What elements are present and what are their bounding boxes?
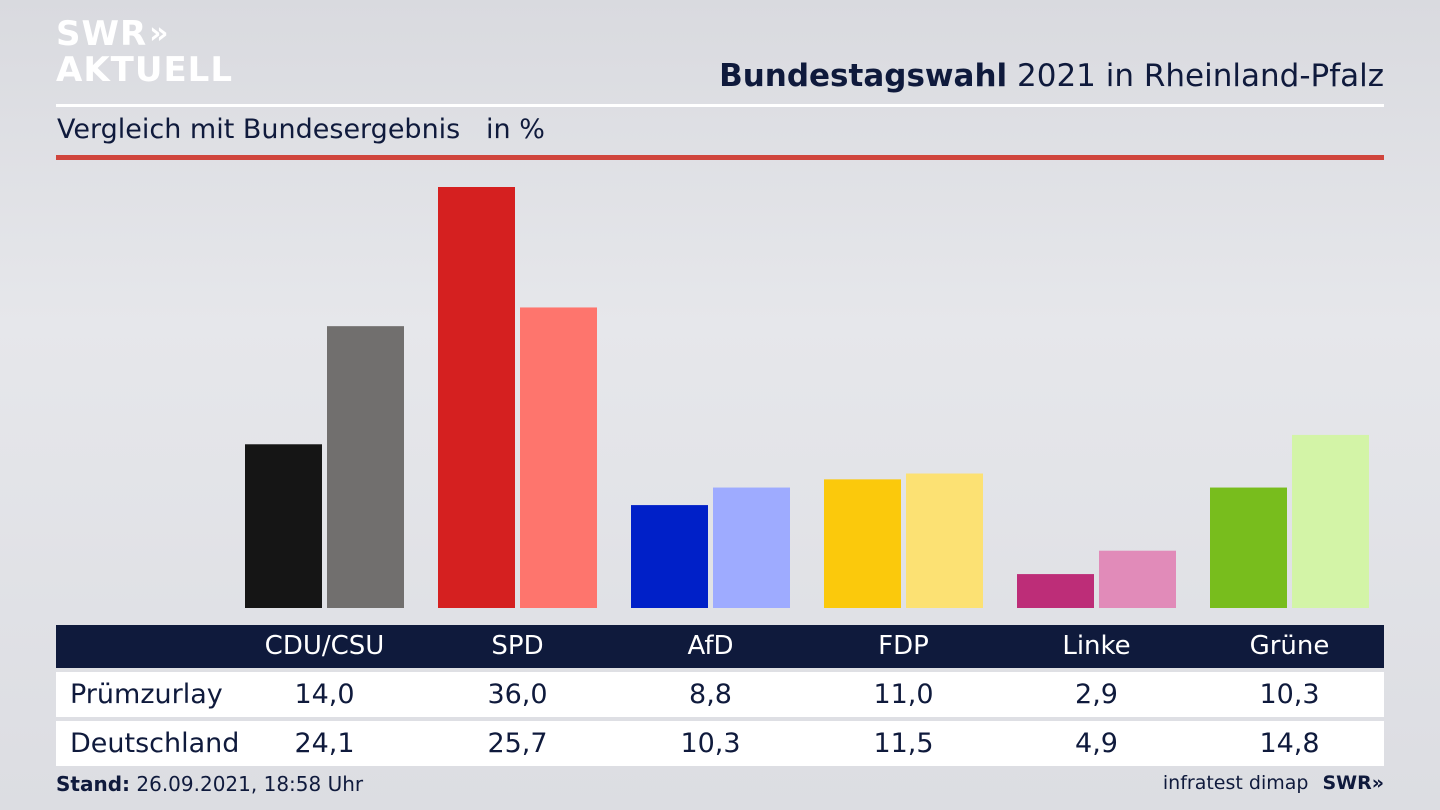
logo-line-2: AKTUELL [56,50,234,90]
column-header-afd: AfD [687,631,734,661]
table-cell: 8,8 [689,679,732,710]
bar-chart [245,187,1369,608]
title-rest: 2021 in Rheinland-Pfalz [1007,58,1384,94]
table-row: Deutschland 24,1 25,7 10,3 11,5 4,9 14,8 [56,721,1384,766]
bar-spd-pr-mzurlay [438,187,515,608]
column-header-fdp: FDP [878,631,929,661]
stand-value: 26.09.2021, 18:58 Uhr [130,772,364,796]
table-cell: 14,0 [294,679,355,710]
subtitle-unit: in % [486,114,545,145]
table-cell: 25,7 [487,728,548,759]
swr-aktuell-logo: SWR» AKTUELL [56,16,233,88]
row-label: Prümzurlay [70,679,223,710]
swr-footer-logo: SWR» [1322,772,1384,794]
bar-gr-ne-deutschland [1292,434,1369,608]
bar-fdp-deutschland [906,473,983,608]
table-cell: 4,9 [1075,728,1118,759]
column-header-cdu-csu: CDU/CSU [264,631,385,661]
bar-cdu-csu-deutschland [327,326,404,608]
table-row: Prümzurlay 14,0 36,0 8,8 11,0 2,9 10,3 [56,672,1384,717]
results-table: CDU/CSU SPD AfD FDP Linke Grüne Prümzurlay 14,… [56,625,1384,766]
bar-spd-deutschland [520,307,597,608]
table-cell: 36,0 [487,679,548,710]
subtitle-text: Vergleich mit Bundesergebnis [57,114,461,145]
table-cell: 2,9 [1075,679,1118,710]
title-bold: Bundestagswahl [719,58,1008,94]
bar-linke-pr-mzurlay [1017,574,1094,608]
table-cell: 10,3 [680,728,741,759]
subtitle-divider [56,155,1384,160]
table-cell: 24,1 [294,728,355,759]
source-credit: infratest dimap SWR» [1163,772,1384,794]
swr-footer-text: SWR [1322,772,1372,794]
bar-afd-deutschland [713,487,790,608]
source-text: infratest dimap [1162,772,1309,794]
logo-line-1: SWR [56,14,148,54]
timestamp: Stand: 26.09.2021, 18:58 Uhr [56,772,363,796]
column-header-gr-ne: Grüne [1249,631,1330,661]
bar-afd-pr-mzurlay [631,505,708,608]
column-header-linke: Linke [1062,631,1131,661]
swr-footer-chevrons-icon: » [1371,772,1384,794]
table-cell: 11,5 [873,728,934,759]
page-title: Bundestagswahl 2021 in Rheinland-Pfalz [719,58,1384,94]
table-header: CDU/CSU SPD AfD FDP Linke Grüne [56,625,1384,668]
title-divider [56,104,1384,107]
table-cell: 11,0 [873,679,934,710]
chart-subtitle: Vergleich mit Bundesergebnis in % [57,114,545,145]
bar-fdp-pr-mzurlay [824,479,901,608]
bar-cdu-csu-pr-mzurlay [245,444,322,608]
table-cell: 14,8 [1259,728,1320,759]
column-header-spd: SPD [491,631,544,661]
bar-linke-deutschland [1099,550,1176,608]
table-cell: 10,3 [1259,679,1320,710]
bar-gr-ne-pr-mzurlay [1210,487,1287,608]
row-label: Deutschland [70,728,240,759]
stand-label: Stand: [56,772,131,796]
